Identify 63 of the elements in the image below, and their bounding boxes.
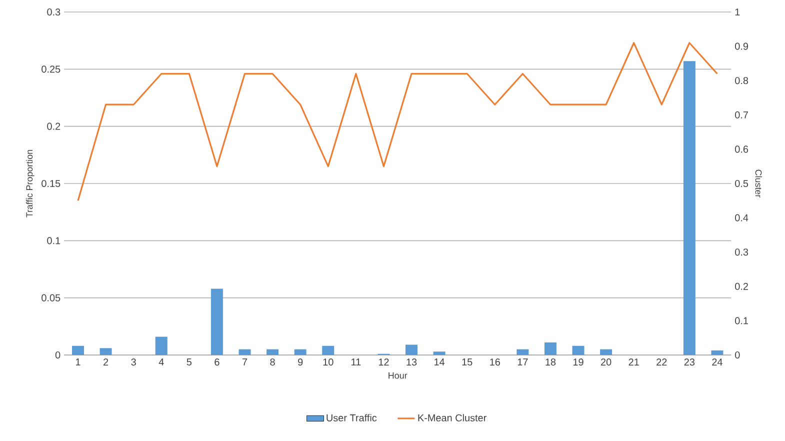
legend-label: User Traffic xyxy=(326,414,377,422)
y2-tick-label: 1 xyxy=(735,8,740,16)
y-tick-label: 0.25 xyxy=(42,66,60,73)
y2-tick-label: 0.6 xyxy=(735,146,748,153)
y-tick-label: 0.2 xyxy=(47,122,60,130)
y2-axis-title: Cluster xyxy=(755,170,762,198)
y-tick-label: 0.1 xyxy=(47,237,60,244)
x-tick-label: 22 xyxy=(656,358,667,366)
x-axis-title: Hour xyxy=(388,372,408,379)
bar xyxy=(294,349,306,355)
bar xyxy=(600,349,612,355)
bar xyxy=(210,288,223,355)
y2-tick-label: 0.4 xyxy=(735,214,748,222)
bar xyxy=(406,344,418,355)
bar xyxy=(544,342,556,355)
bar xyxy=(433,352,446,355)
x-tick-label: 24 xyxy=(712,358,722,366)
x-tick-label: 11 xyxy=(352,358,361,366)
y-tick-label: 0.05 xyxy=(42,294,60,302)
bar xyxy=(238,349,251,355)
y2-tick-label: 0.1 xyxy=(735,317,748,324)
x-tick-label: 16 xyxy=(490,358,500,366)
y2-tick-label: 0.9 xyxy=(735,42,748,50)
x-tick-label: 7 xyxy=(242,358,248,366)
bar xyxy=(572,346,584,355)
x-tick-label: 17 xyxy=(518,358,528,366)
y2-tick-label: 0 xyxy=(735,351,740,359)
x-tick-label: 20 xyxy=(601,358,612,366)
y2-tick-label: 0.2 xyxy=(735,282,748,290)
bar xyxy=(72,346,84,355)
y2-tick-label: 0.8 xyxy=(735,77,748,84)
x-tick-label: 10 xyxy=(323,358,334,366)
bar xyxy=(155,336,168,355)
x-tick-label: 23 xyxy=(684,358,695,366)
x-tick-label: 8 xyxy=(270,358,275,366)
bar xyxy=(683,61,696,355)
bar xyxy=(516,349,529,355)
bar xyxy=(100,348,112,355)
x-tick-label: 1 xyxy=(76,358,80,366)
y-axis-title: Traffic Proportion xyxy=(26,150,34,218)
bar xyxy=(266,349,279,355)
x-tick-label: 2 xyxy=(104,358,108,366)
x-tick-label: 6 xyxy=(214,358,220,366)
y2-tick-label: 0.3 xyxy=(735,248,748,256)
x-tick-label: 21 xyxy=(628,358,639,366)
x-tick-label: 13 xyxy=(406,358,417,366)
x-tick-label: 19 xyxy=(573,358,584,366)
x-tick-label: 18 xyxy=(546,358,556,366)
bar xyxy=(711,350,724,355)
y-tick-label: 0.3 xyxy=(47,8,60,16)
x-tick-label: 15 xyxy=(462,358,472,366)
x-tick-label: 9 xyxy=(298,358,303,366)
y2-tick-label: 0.5 xyxy=(735,180,748,188)
y2-tick-label: 0.7 xyxy=(735,111,748,118)
y-tick-label: 0 xyxy=(55,351,60,359)
x-tick-label: 4 xyxy=(158,358,164,366)
x-tick-label: 12 xyxy=(378,358,389,366)
x-tick-label: 3 xyxy=(131,358,136,366)
x-tick-label: 5 xyxy=(186,358,192,366)
bar xyxy=(322,346,334,355)
x-tick-label: 14 xyxy=(434,358,445,366)
y-tick-label: 0.15 xyxy=(42,180,60,188)
legend-label: K-Mean Cluster xyxy=(418,414,486,422)
